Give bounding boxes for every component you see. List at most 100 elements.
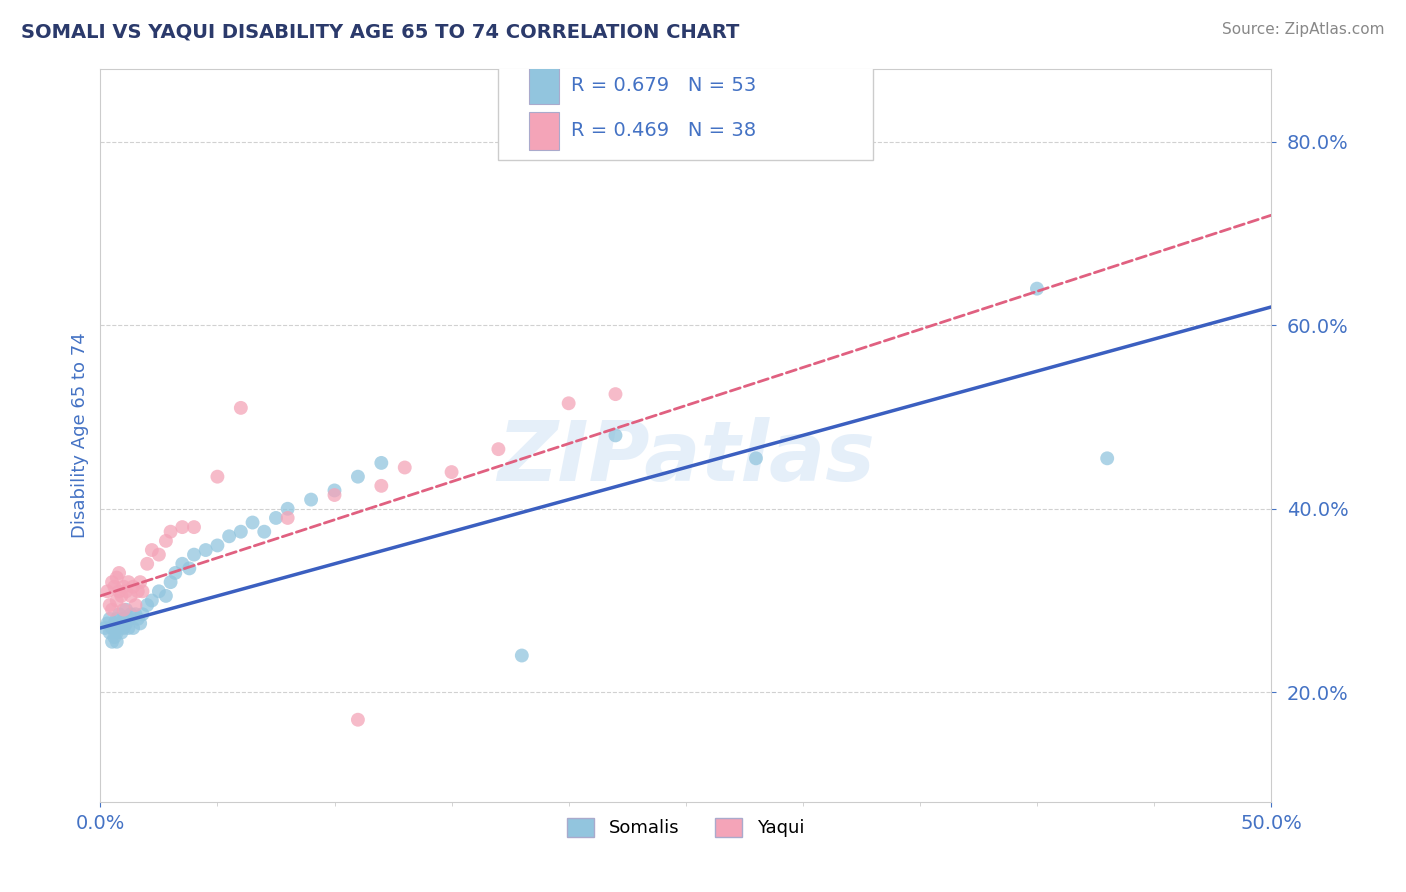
Point [148,548,170,562]
Point [129,616,152,631]
Point [105,612,128,626]
Point [98,625,121,640]
Point [110,589,132,603]
Point [96,584,118,599]
Point [115,584,138,599]
Point [117,575,139,590]
Point [253,524,276,539]
Point [159,524,181,539]
Point [101,602,124,616]
FancyBboxPatch shape [529,66,560,104]
Point [141,593,163,607]
Point [127,612,149,626]
Point [347,469,370,483]
Point [96,616,118,631]
Point [242,516,264,530]
Point [136,598,159,612]
Point [103,630,125,644]
Point [229,401,252,415]
Point [117,621,139,635]
Point [110,625,132,640]
Point [194,543,217,558]
Point [172,520,194,534]
Point [120,607,142,622]
Point [105,634,128,648]
Point [117,612,139,626]
Point [108,621,131,635]
Point [179,561,201,575]
Y-axis label: Disability Age 65 to 74: Disability Age 65 to 74 [72,333,89,538]
Point [108,566,131,580]
Point [101,575,124,590]
Point [277,511,299,525]
Point [98,612,121,626]
Point [229,524,252,539]
Point [172,557,194,571]
Text: ZIPatlas: ZIPatlas [496,417,875,498]
Point [122,580,145,594]
Point [112,621,135,635]
Point [218,529,240,543]
Point [277,501,299,516]
Point [115,616,138,631]
Point [124,598,146,612]
Point [105,625,128,640]
Point [1026,282,1049,296]
Point [745,451,768,466]
FancyBboxPatch shape [498,50,873,161]
Point [124,607,146,622]
Point [136,557,159,571]
Text: R = 0.679   N = 53: R = 0.679 N = 53 [571,76,756,95]
Text: SOMALI VS YAQUI DISABILITY AGE 65 TO 74 CORRELATION CHART: SOMALI VS YAQUI DISABILITY AGE 65 TO 74 … [21,22,740,41]
Point [103,580,125,594]
Point [127,584,149,599]
Point [207,538,229,552]
Point [510,648,533,663]
Point [122,621,145,635]
Point [323,488,346,502]
Point [94,621,117,635]
Point [486,442,509,457]
Point [112,612,135,626]
Point [557,396,579,410]
Point [155,533,177,548]
Text: R = 0.469   N = 38: R = 0.469 N = 38 [571,121,756,140]
Point [112,580,135,594]
Point [120,589,142,603]
Point [207,469,229,483]
Point [108,607,131,622]
Point [103,616,125,631]
Point [323,483,346,498]
Point [131,584,153,599]
Point [440,465,463,479]
Point [101,621,124,635]
Point [605,387,627,401]
Point [183,520,205,534]
Point [105,593,128,607]
FancyBboxPatch shape [529,112,560,150]
Point [183,548,205,562]
Point [108,584,131,599]
Point [165,566,187,580]
Point [112,602,135,616]
Point [370,456,392,470]
Point [299,492,322,507]
Point [605,428,627,442]
Point [129,575,152,590]
Point [347,713,370,727]
Point [159,575,181,590]
Point [1095,451,1118,466]
Point [98,598,121,612]
Point [370,479,392,493]
Point [110,616,132,631]
Point [155,589,177,603]
Point [105,570,128,584]
Text: Source: ZipAtlas.com: Source: ZipAtlas.com [1222,22,1385,37]
Legend: Somalis, Yaqui: Somalis, Yaqui [560,811,811,845]
Point [148,584,170,599]
Point [394,460,416,475]
Point [101,634,124,648]
Point [264,511,287,525]
Point [115,602,138,616]
Point [141,543,163,558]
